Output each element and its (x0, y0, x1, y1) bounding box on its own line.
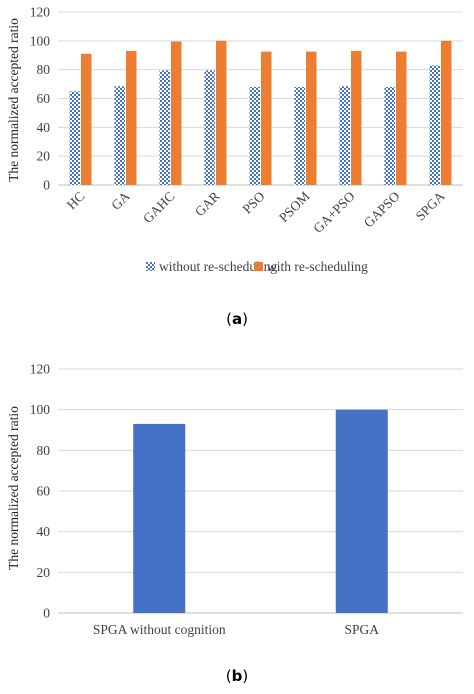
bar-without-rescheduling (384, 86, 395, 185)
bar-without-rescheduling (294, 86, 305, 185)
chart-a: 0 20 40 60 80 100 120 HC GA GAHC GAR PSO PSOMGA+PSO… (6, 5, 463, 274)
legend-label-without: without re-scheduling (159, 259, 277, 274)
legend-swatch-without (146, 262, 155, 271)
y-tick-label: 120 (30, 362, 51, 377)
bar-with-rescheduling (396, 51, 407, 186)
y-tick-label: 20 (37, 565, 51, 580)
bar-with-rescheduling (306, 51, 317, 186)
bar (133, 423, 186, 613)
y-tick-label: 60 (37, 91, 51, 106)
bar-with-rescheduling (171, 41, 182, 185)
caption-b: (b) (226, 667, 248, 685)
chart-a-bars (69, 40, 452, 186)
y-tick-label: 120 (30, 5, 51, 20)
x-tick-label: GAR (192, 189, 223, 220)
caption-a: (a) (226, 310, 248, 328)
x-tick-label: SPGA (413, 188, 448, 223)
chart-b-y-ticks: 0 20 40 60 80 100 120 (30, 362, 51, 621)
bar-without-rescheduling (429, 65, 440, 185)
y-tick-label: 80 (37, 62, 51, 77)
x-tick-label: PSO (240, 188, 268, 216)
chart-a-legend: without re-scheduling with re-scheduling (146, 259, 368, 274)
chart-a-gridlines (58, 11, 463, 186)
y-tick-label: 80 (37, 443, 51, 458)
x-tick-label: GA+PSO (310, 188, 357, 235)
legend-swatch-with (254, 262, 263, 271)
bar-with-rescheduling (261, 51, 272, 186)
y-tick-label: 100 (30, 402, 51, 417)
y-tick-label: 20 (37, 149, 51, 164)
bar-without-rescheduling (69, 91, 80, 185)
chart-b-y-axis-label: The normalized accepted ratio (6, 406, 21, 570)
bar-with-rescheduling (351, 50, 362, 185)
x-tick-label: PSOM (276, 189, 313, 226)
x-tick-label: SPGA (344, 622, 379, 637)
chart-b-x-ticks: SPGA without cognition SPGA (93, 622, 379, 637)
bar-with-rescheduling (441, 40, 452, 186)
y-tick-label: 40 (37, 524, 51, 539)
chart-b-gridlines (58, 368, 463, 614)
x-tick-label: HC (64, 189, 88, 213)
bar-with-rescheduling (81, 53, 92, 185)
chart-a-y-axis-label: The normalized accepted ratio (6, 18, 21, 182)
x-tick-label: GAHC (140, 189, 178, 227)
bar (335, 409, 388, 613)
bar-without-rescheduling (249, 86, 260, 185)
bar-without-rescheduling (159, 70, 170, 185)
bar-without-rescheduling (114, 86, 125, 185)
bar-without-rescheduling (204, 70, 215, 185)
y-tick-label: 0 (43, 606, 50, 621)
x-tick-label: GAPSO (361, 188, 403, 230)
y-tick-label: 60 (37, 484, 51, 499)
bar-with-rescheduling (126, 50, 137, 185)
chart-b-bars (133, 409, 388, 613)
y-tick-label: 100 (30, 33, 51, 48)
chart-a-y-ticks: 0 20 40 60 80 100 120 (30, 5, 51, 193)
bar-without-rescheduling (339, 86, 350, 185)
legend-label-with: with re-scheduling (267, 259, 368, 274)
y-tick-label: 40 (37, 120, 51, 135)
x-tick-label: SPGA without cognition (93, 622, 226, 637)
bar-with-rescheduling (216, 40, 227, 186)
y-tick-label: 0 (43, 178, 50, 193)
x-tick-label: GA (108, 188, 133, 213)
